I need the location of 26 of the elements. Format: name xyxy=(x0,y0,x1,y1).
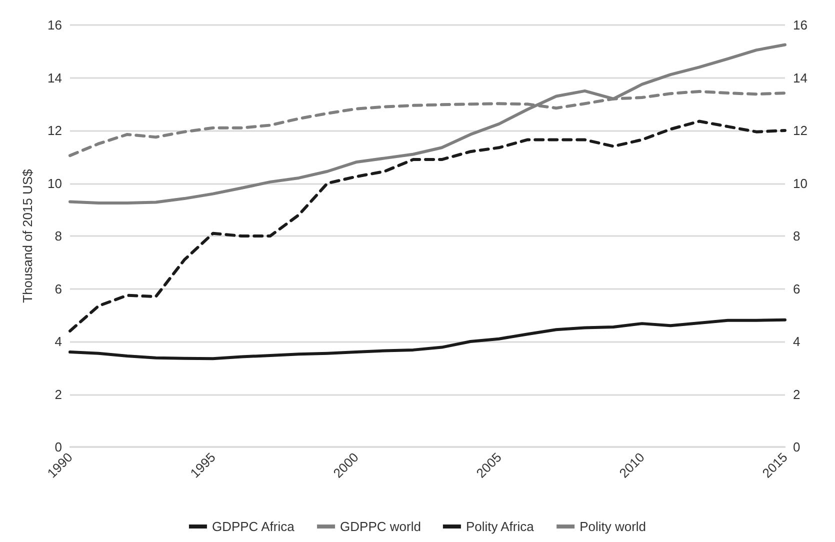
y-axis-title: Thousand of 2015 US$ xyxy=(20,168,35,303)
y-tick-label: 16 xyxy=(48,18,62,32)
legend-label: GDPPC world xyxy=(340,519,421,534)
y-tick-label: 6 xyxy=(54,281,62,296)
legend-label: GDPPC Africa xyxy=(212,519,296,534)
y-tick-label: 2 xyxy=(54,386,62,402)
y-tick-label: 10 xyxy=(48,176,62,191)
y2-tick-label: 12 xyxy=(793,123,808,138)
y2-tick-label: 14 xyxy=(793,70,808,86)
line-series xyxy=(68,318,786,360)
y-tick-label: 12 xyxy=(48,123,62,138)
y2-tick-label: 16 xyxy=(793,18,808,32)
line-series xyxy=(68,120,786,332)
y2-tick-label: 6 xyxy=(793,281,800,296)
y2-tick-label: 8 xyxy=(793,228,800,244)
legend-label: Polity Africa xyxy=(466,519,535,534)
y-tick-label: 8 xyxy=(54,228,62,244)
y2-tick-label: 2 xyxy=(793,386,800,402)
line-series xyxy=(68,43,786,205)
legend-label: Polity world xyxy=(580,519,646,534)
y2-tick-label: 0 xyxy=(793,440,800,454)
y2-tick-label: 4 xyxy=(793,334,800,349)
y-tick-label: 0 xyxy=(54,440,62,454)
y-tick-label: 4 xyxy=(54,334,62,349)
y-tick-label: 14 xyxy=(48,70,62,86)
y2-tick-label: 10 xyxy=(793,176,808,191)
